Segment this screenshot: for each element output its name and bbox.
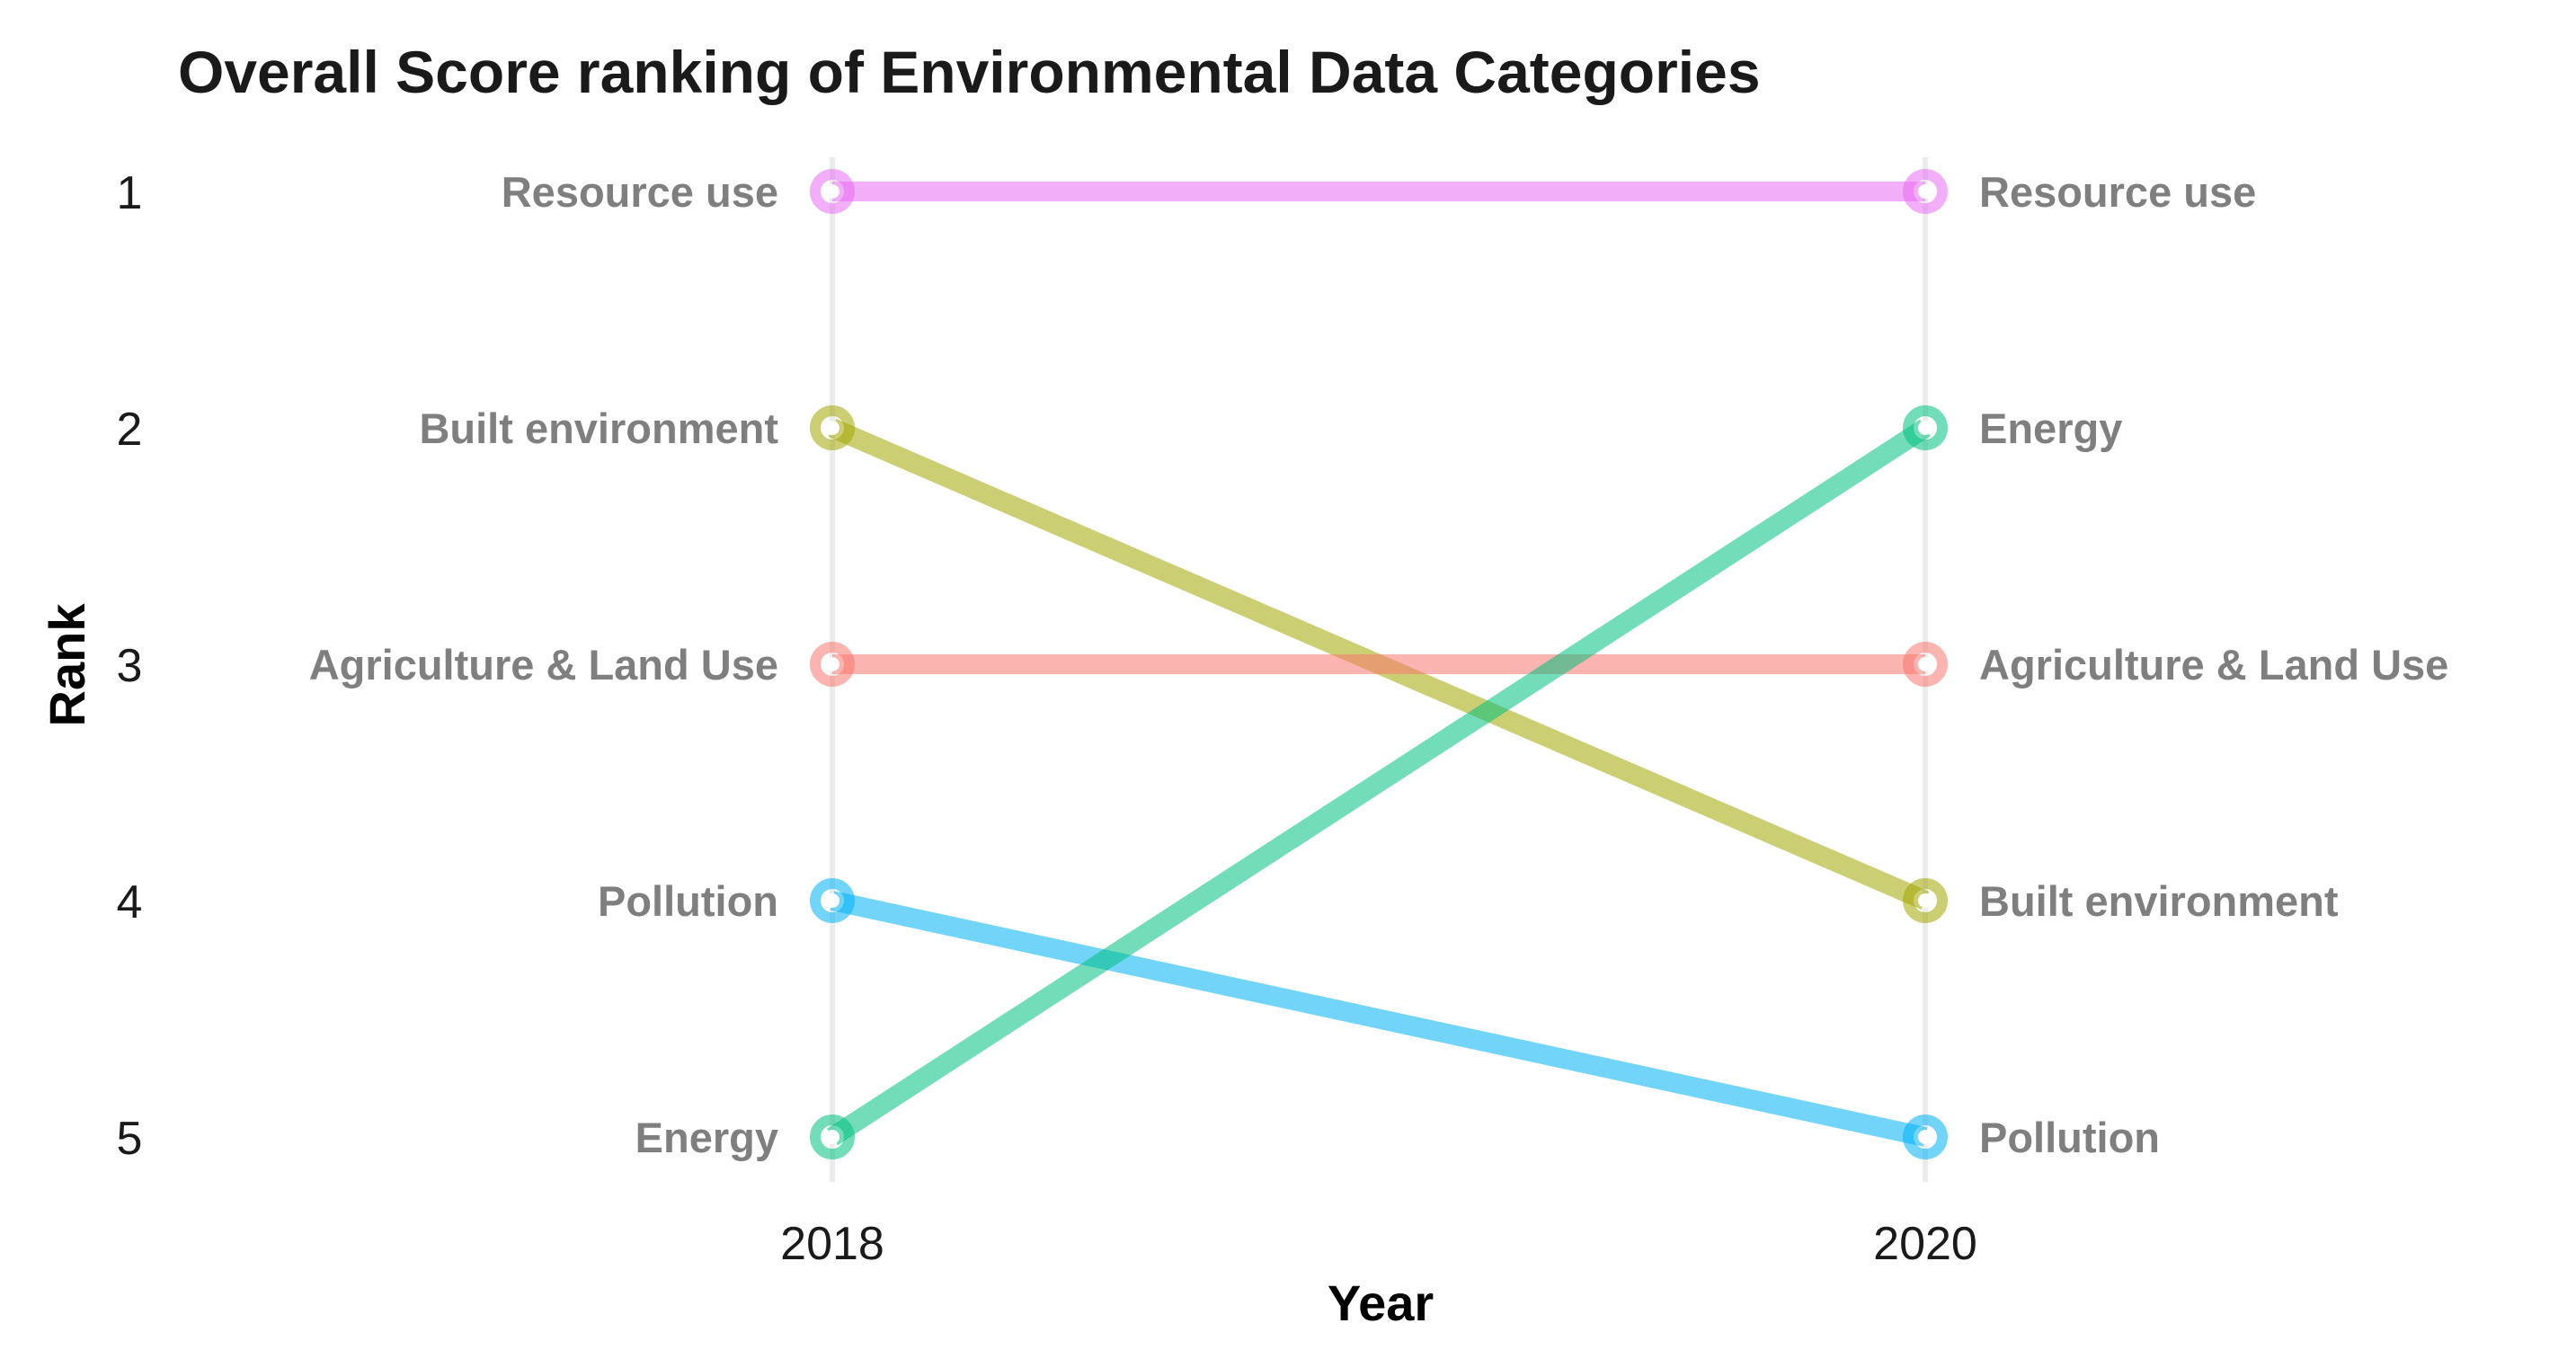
label-right-pollution: Pollution <box>1979 1114 2160 1161</box>
point-agriculture-and-land-use-2020 <box>1918 657 1932 671</box>
series-agriculture-and-land-use <box>810 642 1948 687</box>
series-pollution <box>810 878 1948 1159</box>
point-energy-2018 <box>825 1130 839 1144</box>
point-ring-resource-use-2018 <box>810 169 855 214</box>
y-tick-label-1: 1 <box>117 167 143 219</box>
point-pollution-2020 <box>1918 1130 1932 1144</box>
point-ring-energy-2018 <box>810 1115 855 1159</box>
point-ring-resource-use-2020 <box>1903 169 1948 214</box>
series-layer <box>810 169 1948 1159</box>
point-built-environment-2020 <box>1918 893 1932 908</box>
series-line-pollution <box>830 891 1928 1147</box>
point-ring-built-environment-2020 <box>1903 878 1948 923</box>
label-left-agriculture-and-land-use: Agriculture & Land Use <box>309 641 778 688</box>
chart-title: Overall Score ranking of Environmental D… <box>178 39 1761 105</box>
y-tick-label-2: 2 <box>117 404 143 456</box>
series-energy <box>810 405 1948 1159</box>
point-ring-agriculture-and-land-use-2018 <box>810 642 855 687</box>
label-left-energy: Energy <box>635 1114 778 1161</box>
x-tick-label-2018: 2018 <box>780 1218 884 1270</box>
point-ring-pollution-2018 <box>810 878 855 923</box>
y-tick-label-5: 5 <box>117 1113 143 1165</box>
label-left-built-environment: Built environment <box>419 404 778 452</box>
point-ring-pollution-2020 <box>1903 1115 1948 1159</box>
label-right-energy: Energy <box>1979 404 2122 452</box>
point-resource-use-2018 <box>825 184 839 199</box>
point-ring-built-environment-2018 <box>810 405 855 450</box>
series-line-energy <box>827 419 1931 1146</box>
series-resource-use <box>810 169 1948 214</box>
label-layer: Resource use Resource use Built environmen… <box>309 168 2449 1161</box>
point-energy-2020 <box>1918 421 1932 435</box>
y-axis-title: Rank <box>39 603 95 727</box>
label-left-pollution: Pollution <box>598 877 778 925</box>
label-right-built-environment: Built environment <box>1979 877 2339 925</box>
point-pollution-2018 <box>825 893 839 908</box>
x-tick-label-2020: 2020 <box>1873 1218 1977 1270</box>
tick-layer: 1 2 3 4 5 2018 2020 <box>117 167 1977 1270</box>
point-built-environment-2018 <box>825 421 839 435</box>
x-axis-title: Year <box>1328 1275 1434 1331</box>
label-left-resource-use: Resource use <box>502 168 778 216</box>
y-tick-label-4: 4 <box>117 876 143 928</box>
y-tick-label-3: 3 <box>117 640 143 692</box>
point-ring-agriculture-and-land-use-2020 <box>1903 642 1948 687</box>
point-resource-use-2020 <box>1918 184 1932 199</box>
label-right-agriculture-and-land-use: Agriculture & Land Use <box>1979 641 2448 688</box>
label-right-resource-use: Resource use <box>1979 168 2256 216</box>
point-agriculture-and-land-use-2018 <box>825 657 839 671</box>
point-ring-energy-2020 <box>1903 405 1948 450</box>
